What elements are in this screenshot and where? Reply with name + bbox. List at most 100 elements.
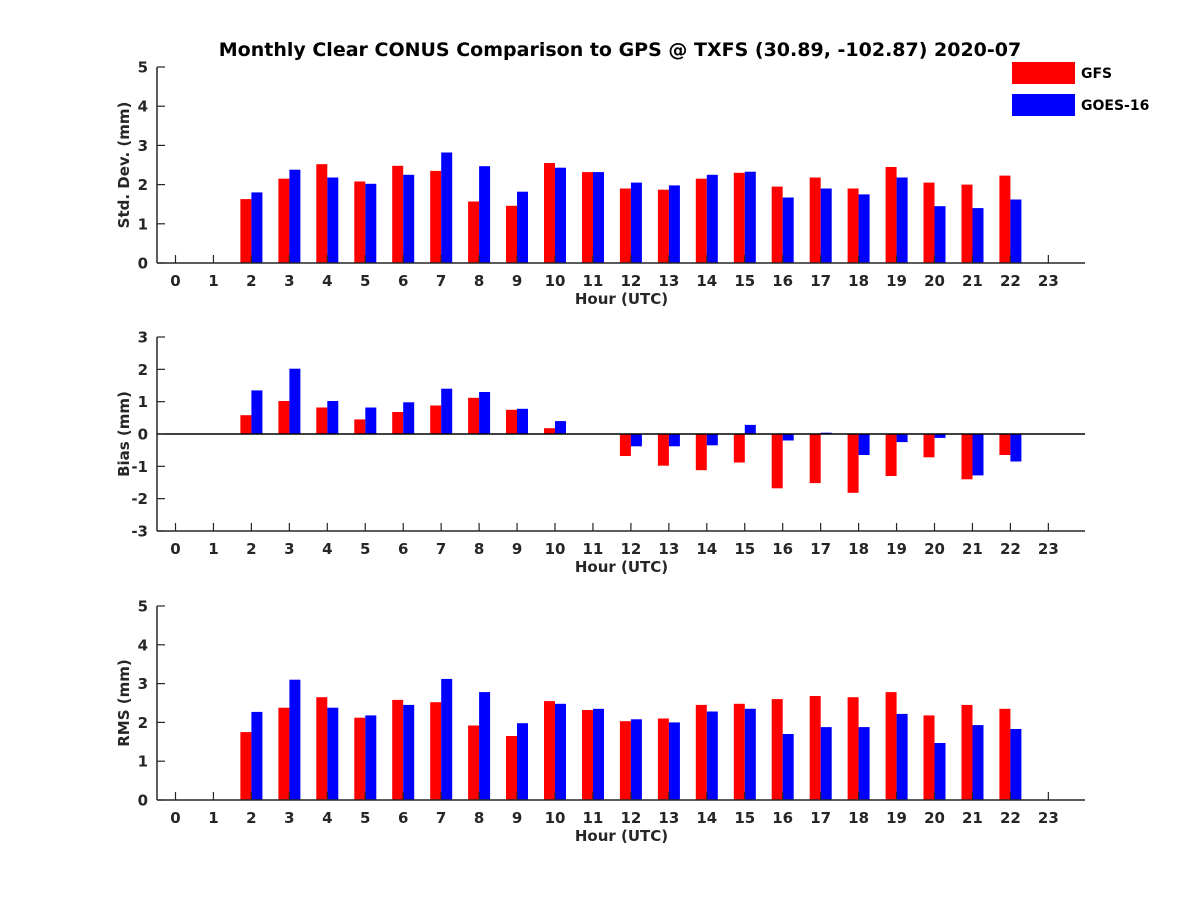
- bar-gfs-hour-2: [240, 415, 252, 434]
- bar-gfs-hour-6: [392, 699, 404, 800]
- bar-goes-16-hour-11: [593, 172, 604, 263]
- x-tick-label: 3: [284, 540, 294, 558]
- x-tick-label: 5: [360, 540, 370, 558]
- x-tick-label: 14: [696, 540, 717, 558]
- bar-gfs-hour-4: [316, 697, 328, 800]
- x-tick-label: 23: [1038, 272, 1059, 290]
- bar-gfs-hour-12: [619, 188, 631, 263]
- bar-gfs-hour-22: [999, 175, 1011, 263]
- bar-goes-16-hour-14: [706, 174, 718, 263]
- bar-goes-16-hour-8: [479, 692, 491, 800]
- bar-gfs-hour-14: [695, 704, 707, 800]
- bar-goes-16-hour-6: [403, 402, 415, 434]
- bar-goes-16-hour-18: [858, 194, 870, 263]
- bar-gfs-hour-5: [354, 419, 366, 434]
- bar-gfs-hour-17: [809, 696, 821, 800]
- y-tick-label: 2: [138, 714, 148, 732]
- bar-gfs-hour-3: [278, 401, 290, 434]
- bar-goes-16-hour-22: [1010, 199, 1022, 263]
- x-tick-label: 18: [848, 272, 869, 290]
- bar-goes-16-hour-10: [555, 703, 566, 800]
- bar-gfs-hour-2: [240, 732, 252, 800]
- chart-title: Monthly Clear CONUS Comparison to GPS @ …: [219, 39, 1021, 61]
- bar-goes-16-hour-10: [555, 421, 566, 434]
- bar-goes-16-hour-2: [251, 711, 263, 800]
- x-tick-label: 23: [1038, 540, 1059, 558]
- bar-goes-16-hour-7: [441, 152, 453, 263]
- bar-goes-16-hour-14: [706, 711, 718, 800]
- bar-goes-16-hour-22: [1010, 729, 1022, 800]
- bar-goes-16-hour-6: [403, 704, 415, 800]
- y-tick-label: -1: [131, 458, 148, 476]
- bar-gfs-hour-5: [354, 181, 366, 263]
- bar-gfs-hour-10: [544, 163, 555, 263]
- x-tick-label: 3: [284, 272, 294, 290]
- bar-goes-16-hour-19: [896, 713, 908, 800]
- x-tick-label: 16: [772, 809, 793, 827]
- bar-goes-16-hour-21: [972, 725, 984, 800]
- bar-gfs-hour-8: [468, 725, 480, 800]
- bar-goes-16-hour-13: [668, 434, 680, 447]
- bar-goes-16-hour-5: [365, 407, 377, 434]
- x-tick-label: 22: [1000, 809, 1021, 827]
- bar-gfs-hour-6: [392, 165, 404, 263]
- x-tick-label: 12: [620, 809, 641, 827]
- bar-goes-16-hour-20: [934, 206, 946, 263]
- x-tick-label: 20: [924, 272, 945, 290]
- y-tick-label: -2: [131, 490, 148, 508]
- bar-goes-16-hour-8: [479, 392, 491, 434]
- bar-goes-16-hour-3: [289, 368, 301, 434]
- x-tick-label: 8: [474, 272, 484, 290]
- bar-gfs-hour-11: [582, 710, 593, 800]
- bar-goes-16-hour-17: [820, 188, 832, 263]
- bar-gfs-hour-20: [923, 434, 935, 458]
- x-tick-label: 2: [246, 809, 256, 827]
- x-tick-label: 21: [962, 272, 983, 290]
- x-tick-label: 19: [886, 809, 907, 827]
- x-tick-label: 21: [962, 809, 983, 827]
- y-tick-label: 4: [138, 636, 148, 654]
- bar-goes-16-hour-20: [934, 743, 946, 800]
- x-tick-label: 0: [170, 540, 180, 558]
- bar-gfs-hour-10: [544, 701, 555, 800]
- x-tick-label: 15: [734, 809, 755, 827]
- y-tick-label: 5: [138, 598, 148, 616]
- bar-goes-16-hour-18: [858, 434, 870, 455]
- x-tick-label: 10: [545, 540, 566, 558]
- x-tick-label: 5: [360, 809, 370, 827]
- y-tick-label: -3: [131, 523, 148, 541]
- bar-gfs-hour-12: [619, 721, 631, 800]
- bar-goes-16-hour-11: [593, 708, 604, 800]
- x-axis-label: Hour (UTC): [575, 290, 668, 308]
- bar-gfs-hour-22: [999, 708, 1011, 800]
- y-tick-label: 0: [138, 426, 148, 444]
- bar-gfs-hour-18: [847, 697, 859, 800]
- x-tick-label: 11: [583, 272, 604, 290]
- y-tick-label: 3: [138, 329, 148, 347]
- bar-gfs-hour-20: [923, 715, 935, 800]
- bar-gfs-hour-5: [354, 717, 366, 800]
- bar-goes-16-hour-17: [820, 727, 832, 800]
- x-tick-label: 3: [284, 809, 294, 827]
- bar-gfs-hour-16: [771, 186, 783, 263]
- bar-goes-16-hour-19: [896, 177, 908, 263]
- bar-gfs-hour-13: [657, 434, 669, 466]
- x-tick-label: 4: [322, 272, 332, 290]
- bar-gfs-hour-15: [733, 172, 745, 263]
- bar-gfs-hour-11: [582, 172, 593, 263]
- x-tick-label: 22: [1000, 272, 1021, 290]
- x-tick-label: 13: [658, 272, 679, 290]
- x-tick-label: 21: [962, 540, 983, 558]
- x-tick-label: 23: [1038, 809, 1059, 827]
- bar-gfs-hour-13: [657, 189, 669, 263]
- x-tick-label: 6: [398, 809, 408, 827]
- x-tick-label: 11: [583, 809, 604, 827]
- bar-goes-16-hour-16: [782, 197, 794, 263]
- bar-gfs-hour-3: [278, 178, 290, 263]
- x-tick-label: 18: [848, 540, 869, 558]
